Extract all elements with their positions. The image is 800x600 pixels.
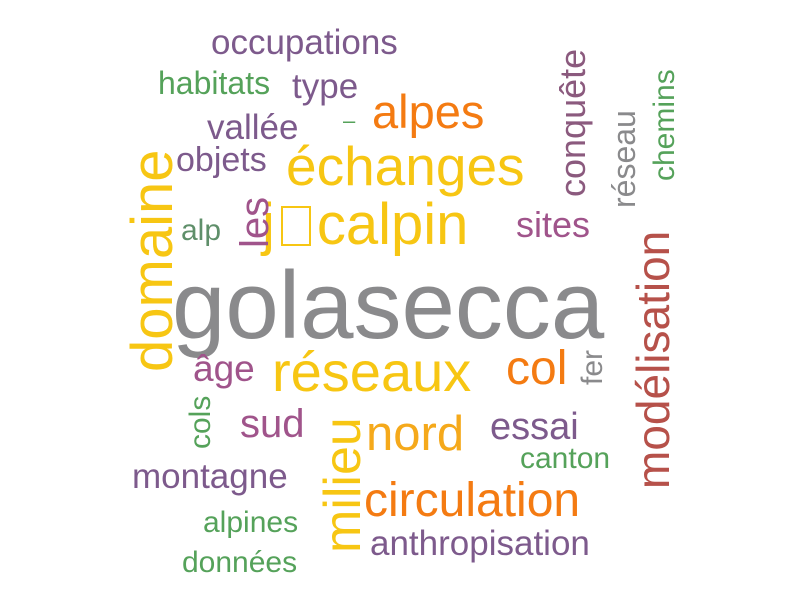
word-modelisation: modélisation [627, 230, 679, 489]
word-milieu: milieu [314, 417, 372, 553]
word-echanges: échanges [286, 135, 525, 197]
word-vallee: vallée [207, 108, 299, 147]
word-montagne: montagne [132, 457, 288, 496]
word-chemins: chemins [648, 69, 681, 181]
word-reseaux: réseaux [272, 340, 472, 403]
word-jcalpin-part-j: j [262, 192, 275, 257]
word-nord: nord [366, 407, 465, 461]
word-type: type [292, 67, 359, 106]
word-habitats: habitats [158, 65, 271, 101]
word-sites: sites [516, 204, 591, 245]
word-occupations: occupations [211, 23, 398, 62]
word-alpines: alpines [203, 506, 299, 539]
word-alp: alp [181, 214, 222, 247]
word-jcalpin-part-rest: calpin [316, 192, 469, 257]
word-age: âge [193, 348, 255, 389]
missing-glyph-box-icon [280, 206, 311, 246]
word-dash: – [343, 108, 356, 133]
word-domaine: domaine [120, 149, 185, 372]
word-objets: objets [176, 141, 267, 179]
word-donnees: données [182, 546, 298, 579]
word-col: col [506, 342, 568, 395]
word-alpes: alpes [372, 85, 485, 138]
word-essai: essai [490, 406, 579, 448]
word-jcalpin: j calpin [262, 196, 468, 254]
word-canton: canton [520, 442, 611, 475]
word-conquete: conquête [552, 48, 593, 197]
word-circulation: circulation [364, 474, 581, 527]
word-fer: fer [576, 349, 609, 385]
word-reseau: réseau [606, 110, 642, 208]
word-les: les [233, 196, 277, 248]
word-cols: cols [184, 395, 217, 449]
word-golasecca: golasecca [172, 252, 605, 359]
word-anthropisation: anthropisation [370, 524, 590, 563]
word-sud: sud [240, 402, 305, 446]
